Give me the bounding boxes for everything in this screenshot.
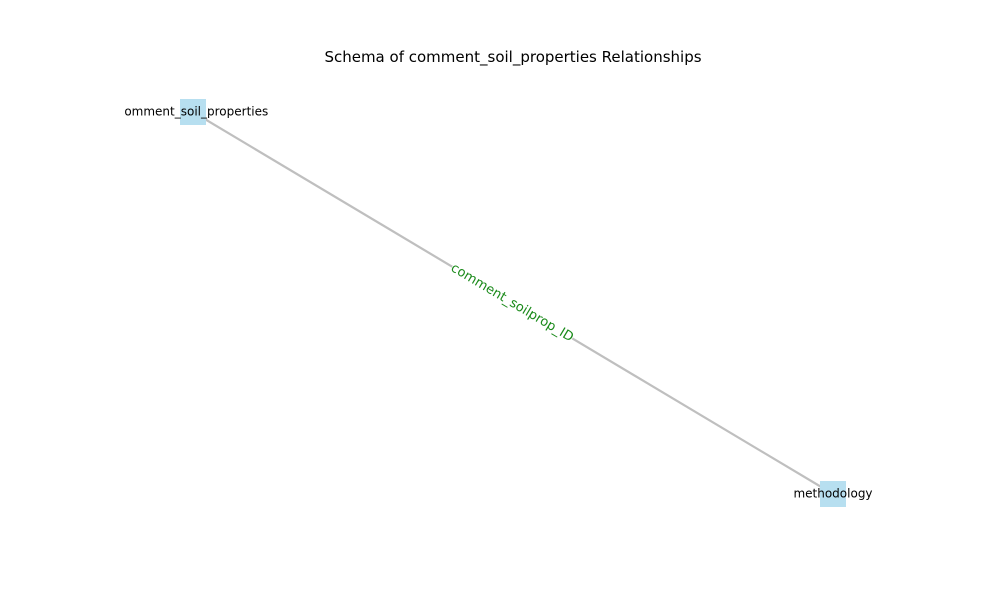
diagram-title: Schema of comment_soil_properties Relati…	[324, 48, 702, 66]
edge-label-background	[446, 258, 578, 348]
edge-comment-soil-properties-methodology: comment_soilprop_ID	[192, 111, 834, 495]
node-box	[820, 481, 846, 507]
node-comment-soil-properties: comment_soil_properties	[118, 99, 269, 125]
node-box	[180, 99, 206, 125]
edge-label: comment_soilprop_ID	[448, 261, 576, 346]
node-label: methodology	[793, 487, 872, 501]
node-label: comment_soil_properties	[118, 105, 269, 119]
node-methodology: methodology	[793, 481, 873, 507]
